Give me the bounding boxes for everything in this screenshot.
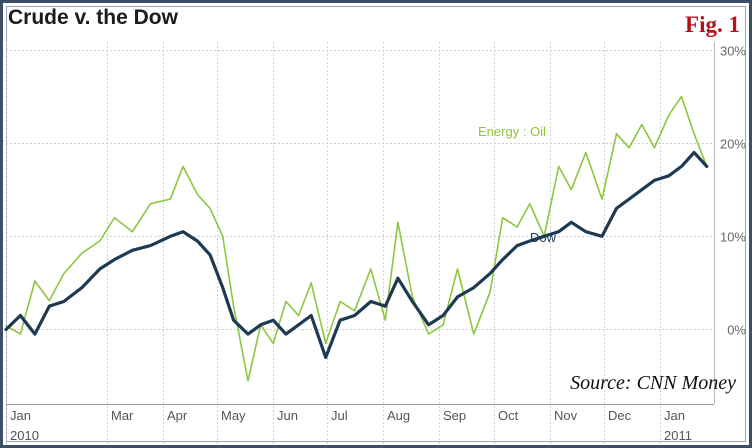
y-tick-label: 20% [720,137,746,152]
x-year-label: 2010 [10,428,39,443]
dow-series-line [4,150,709,359]
x-tick-label: Dec [608,408,632,423]
oil-series-label: Energy : Oil [478,124,546,139]
x-tick-label: Mar [111,408,134,423]
x-tick-label: Apr [167,408,188,423]
x-tick-label: Jan [10,408,31,423]
chart-title: Crude v. the Dow [8,6,178,29]
x-tick-label: Sep [443,408,466,423]
x-tick-label: Jan [664,408,685,423]
x-tick-label: Jul [331,408,348,423]
x-tick-label: Aug [387,408,410,423]
x-tick-label: Jun [277,408,298,423]
source-note: Source: CNN Money [570,372,736,394]
x-year-label: 2011 [664,428,692,443]
oil-series-line [5,95,708,382]
dow-series-label: Dow [530,230,557,245]
x-tick-label: Oct [498,408,519,423]
x-tick-label: Nov [554,408,578,423]
figure-label: Fig. 1 [685,12,740,37]
y-tick-label: 10% [720,230,746,245]
x-tick-label: May [221,408,246,423]
y-tick-label: 30% [720,44,746,59]
y-tick-label: 0% [727,323,746,338]
